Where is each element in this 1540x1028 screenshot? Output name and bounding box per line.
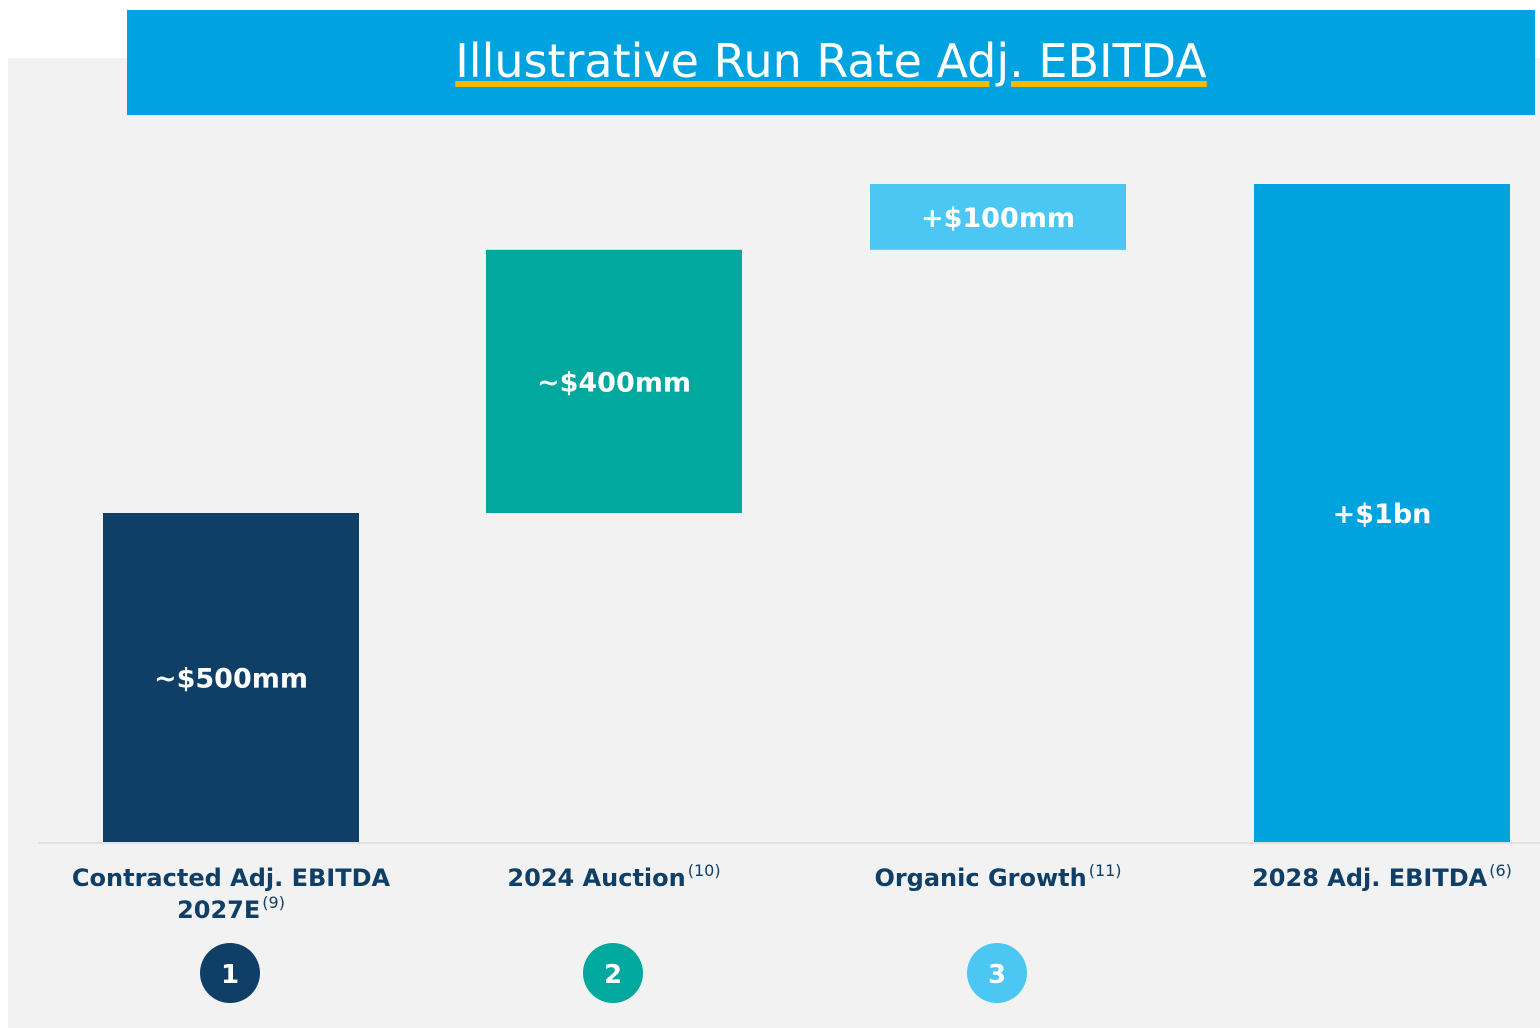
category-text: Organic Growth (874, 864, 1087, 892)
category-text: Contracted Adj. EBITDA 2027E (71, 864, 391, 924)
step-circle (967, 943, 1027, 1003)
category-text: 2028 Adj. EBITDA (1252, 864, 1488, 892)
title-bar: Illustrative Run Rate Adj. EBITDA (127, 10, 1535, 115)
category-label: Organic Growth (11) (818, 862, 1178, 894)
value-label: +$100mm (921, 203, 1075, 234)
category-label: 2028 Adj. EBITDA (6) (1202, 862, 1540, 894)
bar (1254, 184, 1510, 842)
bar (486, 249, 742, 514)
step-circle (200, 943, 260, 1003)
step-number: 1 (221, 960, 239, 990)
footnote-ref: (10) (687, 861, 721, 880)
category-label: Contracted Adj. EBITDA 2027E (9) (66, 862, 396, 926)
value-label: +$1bn (1333, 499, 1432, 530)
step-number: 3 (988, 960, 1006, 990)
step-circle (583, 943, 643, 1003)
step-number: 2 (604, 960, 622, 990)
footnote-ref: (9) (262, 893, 285, 912)
chart-title: Illustrative Run Rate Adj. EBITDA (455, 33, 1207, 88)
category-text: 2024 Auction (507, 864, 686, 892)
footnote-ref: (6) (1489, 861, 1512, 880)
value-label: ~$400mm (537, 367, 691, 398)
value-label: ~$500mm (154, 664, 308, 695)
footnote-ref: (11) (1088, 861, 1122, 880)
bar (870, 184, 1126, 250)
bar (103, 513, 359, 842)
category-label: 2024 Auction (10) (434, 862, 794, 894)
